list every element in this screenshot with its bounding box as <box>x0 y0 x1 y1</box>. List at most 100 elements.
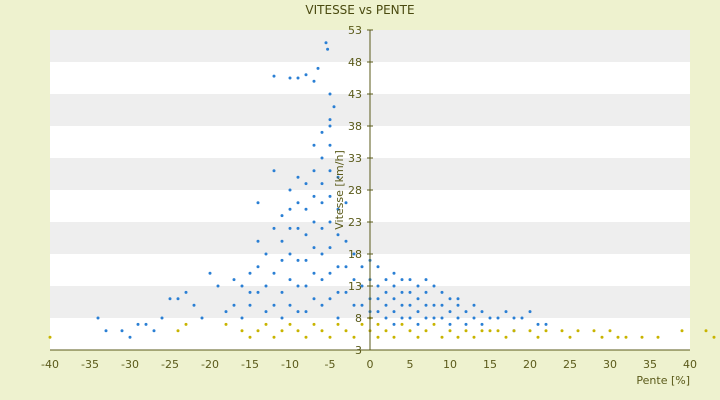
data-point-blue <box>264 310 268 314</box>
data-point-blue <box>312 143 316 147</box>
data-point-yellow <box>504 335 508 339</box>
data-point-yellow <box>328 335 332 339</box>
data-point-blue <box>384 290 388 294</box>
data-point-blue <box>288 188 292 192</box>
data-point-blue <box>296 201 300 205</box>
data-point-yellow <box>472 335 476 339</box>
data-point-blue <box>392 284 396 288</box>
data-point-yellow <box>376 322 380 326</box>
data-point-yellow <box>704 329 708 333</box>
data-point-blue <box>288 226 292 230</box>
data-point-blue <box>328 92 332 96</box>
data-point-blue <box>360 303 364 307</box>
data-point-blue <box>440 316 444 320</box>
data-point-blue <box>480 322 484 326</box>
data-point-blue <box>280 214 284 218</box>
y-tick-label: 3 <box>355 344 362 357</box>
y-tick-label: 13 <box>348 280 362 293</box>
data-point-yellow <box>448 329 452 333</box>
data-point-blue <box>432 284 436 288</box>
data-point-blue <box>280 258 284 262</box>
data-point-yellow <box>336 322 340 326</box>
data-point-yellow <box>288 322 292 326</box>
x-tick-label: -30 <box>121 358 139 371</box>
data-point-blue <box>440 290 444 294</box>
data-point-blue <box>360 284 364 288</box>
data-point-blue <box>480 310 484 314</box>
data-point-yellow <box>48 335 52 339</box>
data-point-blue <box>96 316 100 320</box>
data-point-yellow <box>480 329 484 333</box>
data-point-blue <box>408 278 412 282</box>
data-point-yellow <box>600 335 604 339</box>
data-point-blue <box>312 194 316 198</box>
data-point-blue <box>312 297 316 301</box>
data-point-blue <box>320 182 324 186</box>
data-point-yellow <box>680 329 684 333</box>
data-point-blue <box>336 290 340 294</box>
data-point-blue <box>288 76 292 80</box>
y-tick-label: 53 <box>348 24 362 37</box>
data-points <box>48 41 716 339</box>
data-point-yellow <box>280 329 284 333</box>
data-point-blue <box>144 322 148 326</box>
data-point-blue <box>432 303 436 307</box>
data-point-blue <box>416 322 420 326</box>
y-tick-label: 23 <box>348 216 362 229</box>
data-point-blue <box>304 207 308 211</box>
x-tick-label: -20 <box>201 358 219 371</box>
data-point-blue <box>320 303 324 307</box>
chart-title: VITESSE vs PENTE <box>305 3 414 17</box>
data-point-blue <box>328 220 332 224</box>
data-point-blue <box>384 278 388 282</box>
data-point-blue <box>272 303 276 307</box>
x-tick-label: 40 <box>683 358 697 371</box>
data-point-blue <box>240 316 244 320</box>
x-tick-labels: -40 -35 -30 -25 -20 -15 -10 -5 0 5 10 15 20 25 30 35 40 <box>41 358 697 371</box>
data-point-blue <box>288 207 292 211</box>
data-point-blue <box>424 303 428 307</box>
data-point-blue <box>248 290 252 294</box>
data-point-yellow <box>416 335 420 339</box>
data-point-yellow <box>224 322 228 326</box>
data-point-blue <box>256 265 260 269</box>
data-point-blue <box>400 278 404 282</box>
data-point-blue <box>216 284 220 288</box>
data-point-yellow <box>568 335 572 339</box>
y-tick-label: 43 <box>348 88 362 101</box>
data-point-blue <box>312 271 316 275</box>
data-point-blue <box>304 182 308 186</box>
data-point-blue <box>168 297 172 301</box>
data-point-blue <box>472 303 476 307</box>
x-tick-label: 15 <box>483 358 497 371</box>
x-tick-label: -5 <box>325 358 336 371</box>
data-point-blue <box>272 169 276 173</box>
data-point-blue <box>336 207 340 211</box>
data-point-blue <box>296 76 300 80</box>
data-point-blue <box>424 290 428 294</box>
data-point-blue <box>288 278 292 282</box>
data-point-blue <box>376 297 380 301</box>
data-point-yellow <box>320 329 324 333</box>
data-point-blue <box>328 246 332 250</box>
data-point-blue <box>528 310 532 314</box>
data-point-blue <box>304 258 308 262</box>
data-point-blue <box>416 310 420 314</box>
data-point-blue <box>312 169 316 173</box>
data-point-yellow <box>488 329 492 333</box>
data-point-yellow <box>712 335 716 339</box>
data-point-blue <box>448 322 452 326</box>
data-point-blue <box>232 303 236 307</box>
data-point-blue <box>400 290 404 294</box>
data-point-blue <box>352 252 356 256</box>
x-axis-title: Pente [%] <box>636 374 690 387</box>
data-point-yellow <box>176 329 180 333</box>
data-point-blue <box>304 233 308 237</box>
data-point-blue <box>176 297 180 301</box>
data-point-blue <box>296 310 300 314</box>
data-point-blue <box>488 316 492 320</box>
data-point-yellow <box>400 322 404 326</box>
data-point-blue <box>424 278 428 282</box>
